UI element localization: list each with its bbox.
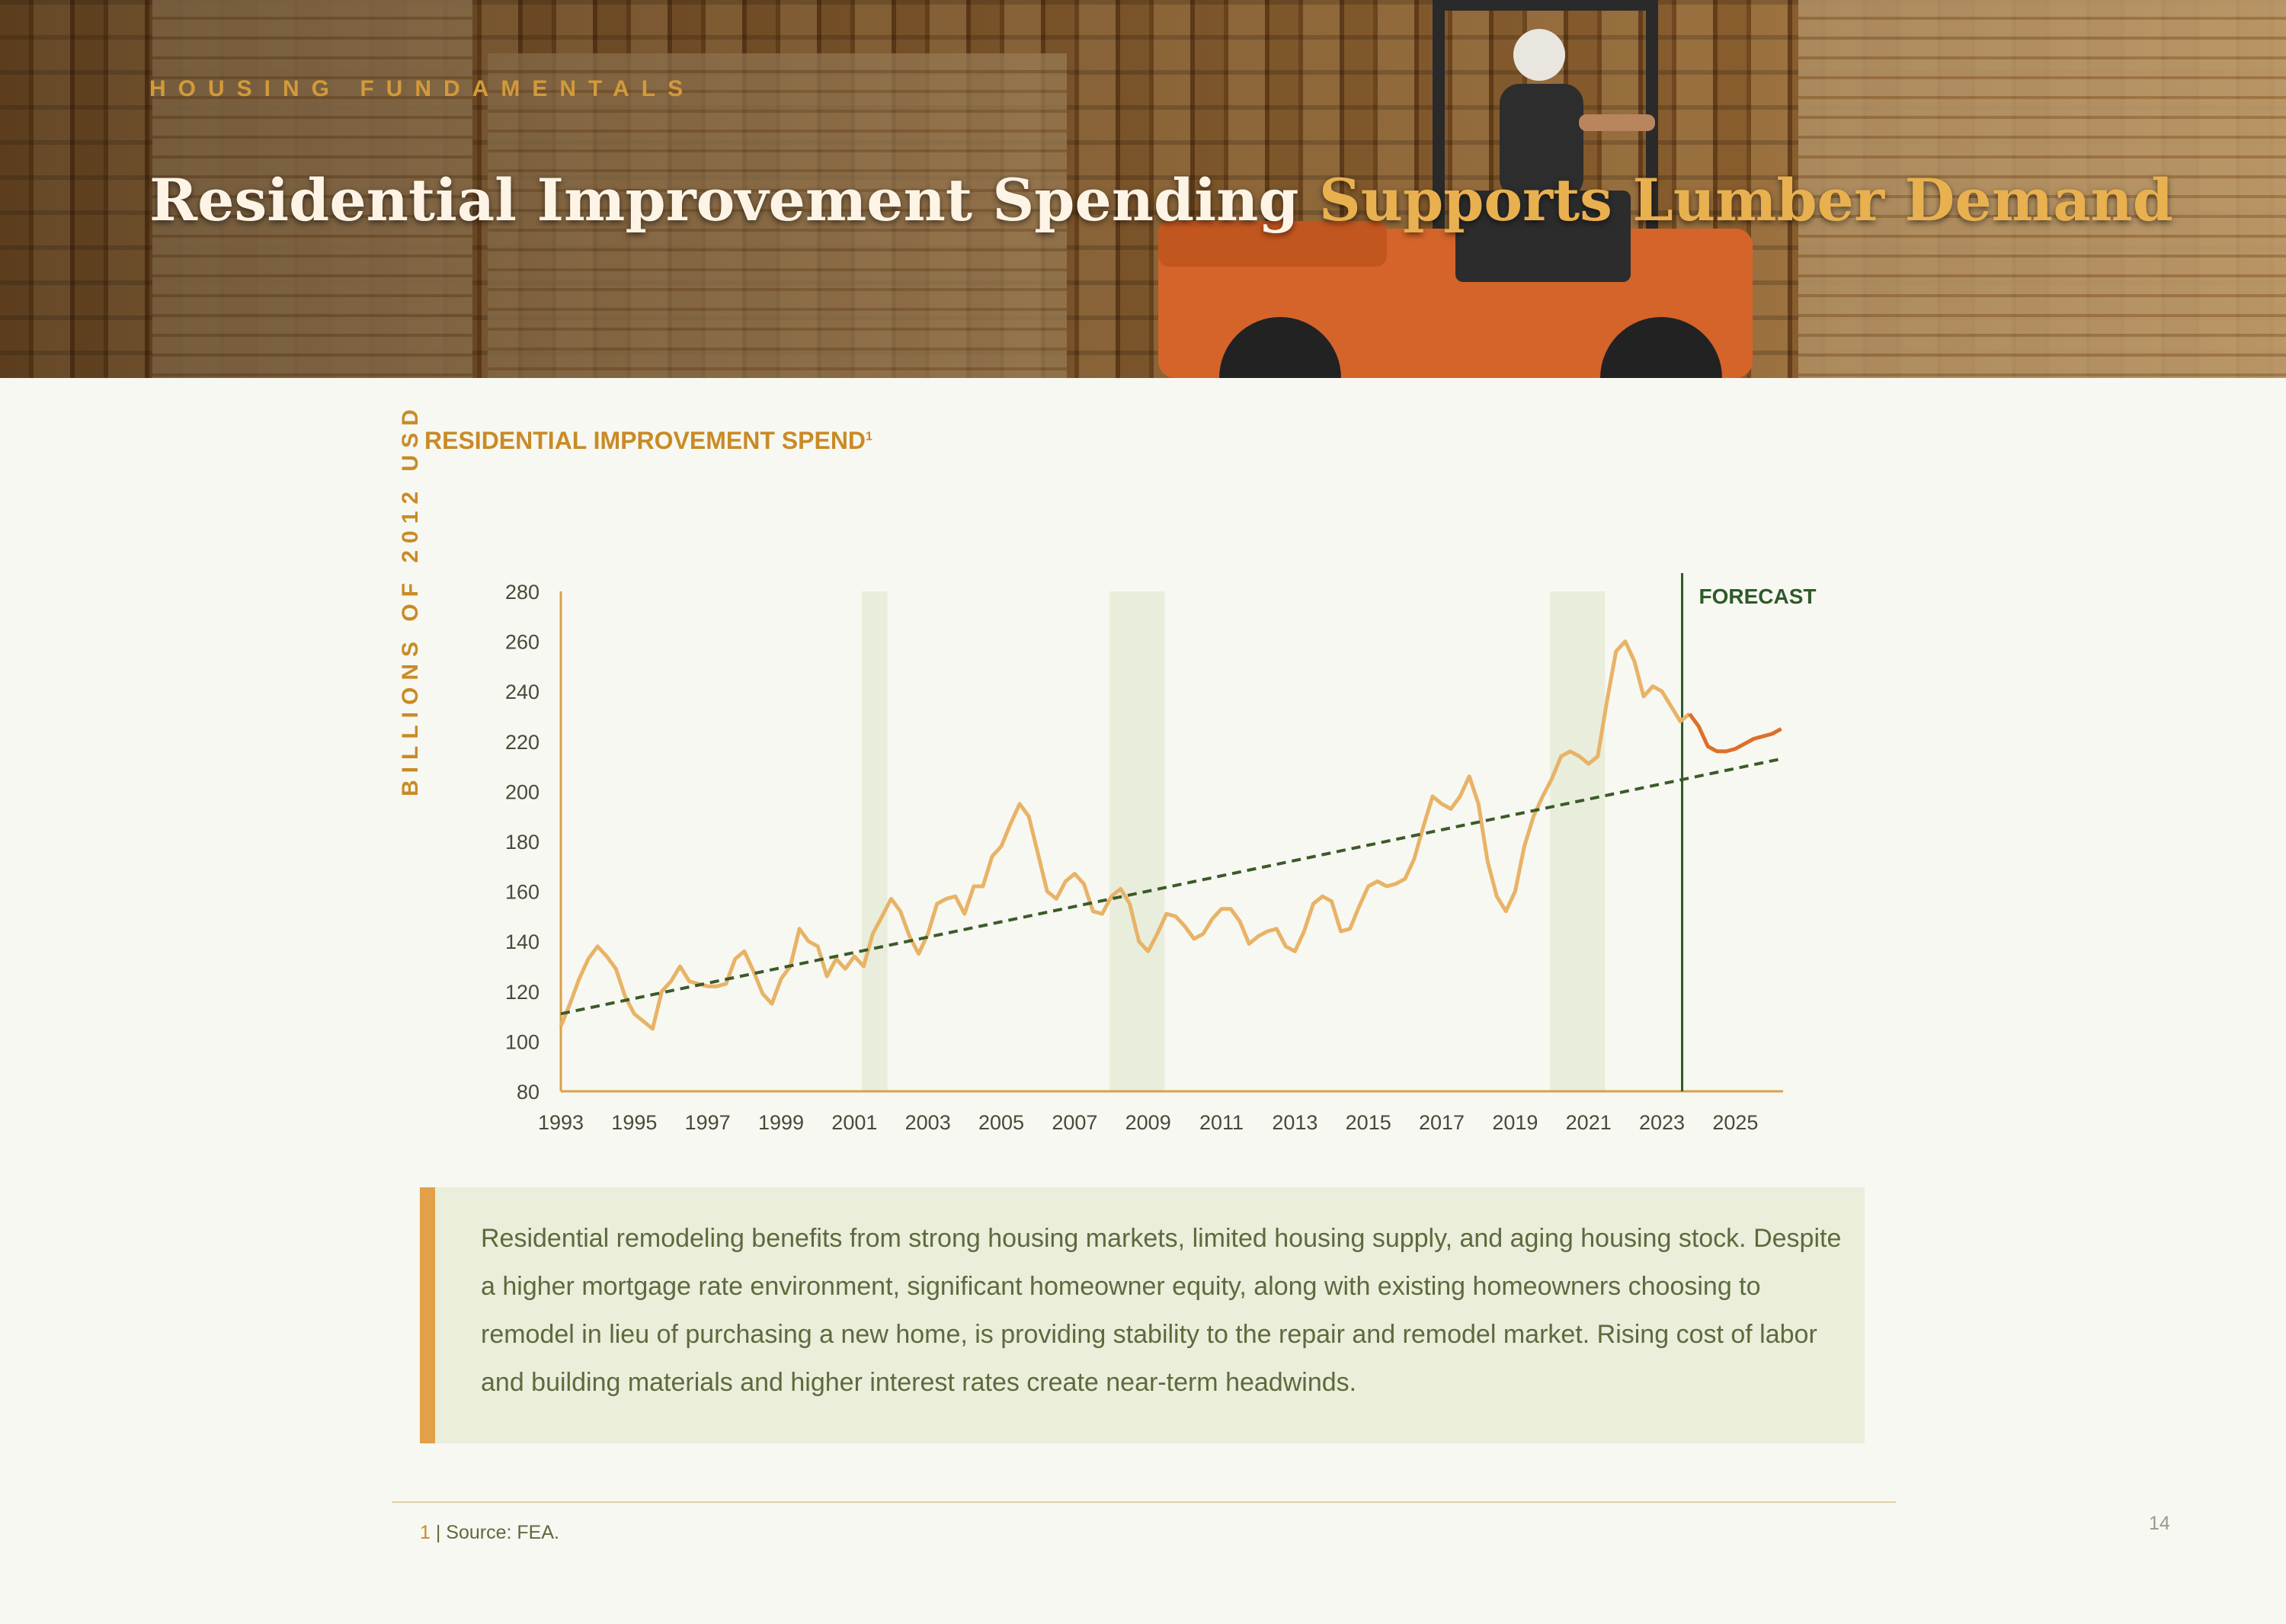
page-number: 14 bbox=[2149, 1513, 2170, 1534]
y-tick-label: 120 bbox=[505, 981, 539, 1004]
y-tick-label: 280 bbox=[505, 581, 539, 604]
y-tick-label: 160 bbox=[505, 881, 539, 904]
y-tick-label: 240 bbox=[505, 681, 539, 703]
footnote: 1 | Source: FEA. bbox=[420, 1522, 559, 1544]
y-tick-label: 180 bbox=[505, 831, 539, 854]
forklift-image bbox=[1158, 0, 1753, 378]
hero-overlay bbox=[0, 0, 2286, 378]
actual-series-line bbox=[559, 639, 1691, 1031]
recession-band bbox=[1550, 591, 1606, 1091]
y-tick-label: 200 bbox=[505, 780, 539, 803]
line-chart: FORECAST 80 100 120 140 160 180 200 220 240 260 280… bbox=[505, 573, 1817, 1134]
x-tick-label: 2025 bbox=[1712, 1111, 1758, 1134]
x-tick-label: 2009 bbox=[1125, 1111, 1171, 1134]
x-tick-label: 1999 bbox=[758, 1111, 804, 1134]
x-tick-label: 2019 bbox=[1492, 1111, 1538, 1134]
y-tick-label: 80 bbox=[517, 1081, 539, 1103]
recession-band bbox=[1109, 591, 1165, 1091]
title-accent: Supports Lumber Demand bbox=[1318, 166, 2173, 234]
hero-banner: HOUSING FUNDAMENTALS Residential Improve… bbox=[0, 0, 2286, 378]
y-tick-label: 220 bbox=[505, 731, 539, 754]
x-tick-label: 2003 bbox=[905, 1111, 951, 1134]
x-tick-label: 2007 bbox=[1052, 1111, 1097, 1134]
forecast-series-line bbox=[1688, 713, 1782, 754]
forecast-label: FORECAST bbox=[1699, 585, 1817, 608]
x-tick-label: 2017 bbox=[1419, 1111, 1465, 1134]
footer-divider bbox=[392, 1501, 1896, 1503]
title-main: Residential Improvement Spending bbox=[149, 166, 1319, 234]
chart-title-text: RESIDENTIAL IMPROVEMENT SPEND bbox=[424, 427, 866, 454]
y-tick-label: 100 bbox=[505, 1030, 539, 1053]
x-tick-label: 2013 bbox=[1272, 1111, 1317, 1134]
x-tick-label: 1993 bbox=[538, 1111, 584, 1134]
x-tick-label: 2005 bbox=[978, 1111, 1024, 1134]
x-tick-label: 2015 bbox=[1346, 1111, 1391, 1134]
chart-title-footnote-ref: 1 bbox=[866, 430, 872, 444]
x-tick-label: 2001 bbox=[831, 1111, 877, 1134]
trend-series-line bbox=[560, 757, 1782, 1016]
footnote-number: 1 bbox=[420, 1522, 431, 1543]
y-tick-label: 260 bbox=[505, 631, 539, 654]
x-tick-label: 2021 bbox=[1566, 1111, 1612, 1134]
x-tick-label: 2011 bbox=[1199, 1111, 1244, 1134]
page-title: Residential Improvement Spending Support… bbox=[149, 166, 2173, 234]
y-tick-label: 140 bbox=[505, 931, 539, 953]
chart-title: RESIDENTIAL IMPROVEMENT SPEND1 bbox=[424, 427, 872, 455]
callout-text: Residential remodeling benefits from str… bbox=[481, 1224, 1842, 1397]
section-eyebrow: HOUSING FUNDAMENTALS bbox=[149, 76, 696, 101]
x-tick-label: 2023 bbox=[1639, 1111, 1685, 1134]
callout-box: Residential remodeling benefits from str… bbox=[420, 1187, 1865, 1443]
x-tick-label: 1995 bbox=[611, 1111, 657, 1134]
recession-band bbox=[861, 591, 888, 1091]
x-tick-label: 1997 bbox=[685, 1111, 731, 1134]
footnote-source: | Source: FEA. bbox=[430, 1522, 559, 1543]
callout-accent-bar bbox=[420, 1187, 435, 1443]
